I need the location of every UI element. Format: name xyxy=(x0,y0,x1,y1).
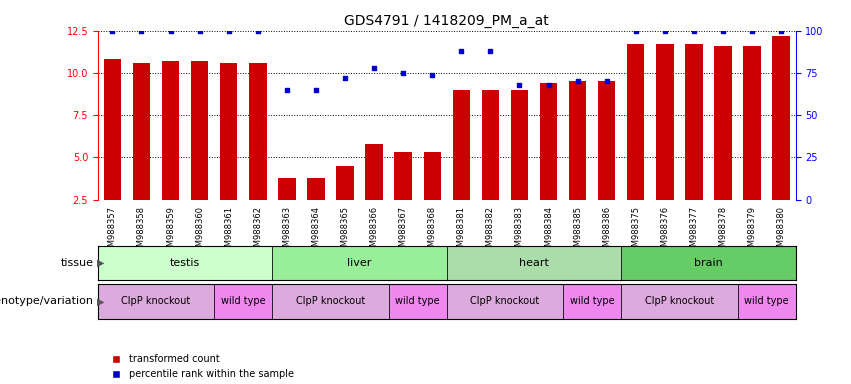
Bar xyxy=(365,144,383,200)
Point xyxy=(397,70,410,76)
Bar xyxy=(627,44,644,200)
Bar xyxy=(738,284,796,319)
Text: wild type: wild type xyxy=(745,296,789,306)
Title: GDS4791 / 1418209_PM_a_at: GDS4791 / 1418209_PM_a_at xyxy=(345,14,549,28)
Bar xyxy=(307,178,325,200)
Text: ▶: ▶ xyxy=(97,258,105,268)
Text: ClpP knockout: ClpP knockout xyxy=(122,296,191,306)
Bar xyxy=(272,284,389,319)
Point xyxy=(193,28,207,34)
Point xyxy=(745,28,759,34)
Bar xyxy=(191,61,208,200)
Bar xyxy=(214,284,272,319)
Bar xyxy=(272,246,447,280)
Bar xyxy=(511,90,528,200)
Bar xyxy=(482,90,499,200)
Bar xyxy=(744,46,761,200)
Point xyxy=(368,65,381,71)
Point xyxy=(658,28,671,34)
Point xyxy=(542,82,556,88)
Bar xyxy=(621,246,796,280)
Point xyxy=(426,71,439,78)
Point xyxy=(251,28,265,34)
Bar xyxy=(389,284,447,319)
Bar xyxy=(656,44,674,200)
Point xyxy=(600,78,614,84)
Point xyxy=(338,75,351,81)
Text: liver: liver xyxy=(347,258,372,268)
Bar xyxy=(685,44,703,200)
Point xyxy=(717,28,730,34)
Bar xyxy=(133,63,151,200)
Bar xyxy=(568,81,586,200)
Point xyxy=(163,28,177,34)
Point xyxy=(222,28,236,34)
Bar xyxy=(249,63,266,200)
Bar xyxy=(394,152,412,200)
Point xyxy=(629,28,643,34)
Bar xyxy=(563,284,621,319)
Text: wild type: wild type xyxy=(221,296,266,306)
Text: tissue: tissue xyxy=(60,258,94,268)
Text: genotype/variation: genotype/variation xyxy=(0,296,94,306)
Point xyxy=(571,78,585,84)
Bar xyxy=(773,36,790,200)
Point xyxy=(280,87,294,93)
Point xyxy=(106,28,119,34)
Point xyxy=(687,28,700,34)
Point xyxy=(454,48,468,54)
Bar xyxy=(98,284,214,319)
Text: ClpP knockout: ClpP knockout xyxy=(471,296,540,306)
Bar xyxy=(220,63,237,200)
Text: wild type: wild type xyxy=(396,296,440,306)
Text: ClpP knockout: ClpP knockout xyxy=(645,296,714,306)
Point xyxy=(774,28,788,34)
Bar xyxy=(598,81,615,200)
Point xyxy=(134,28,148,34)
Bar xyxy=(162,61,180,200)
Point xyxy=(309,87,323,93)
Bar xyxy=(424,152,441,200)
Point xyxy=(512,82,526,88)
Bar xyxy=(714,46,732,200)
Bar xyxy=(540,83,557,200)
Text: testis: testis xyxy=(170,258,200,268)
Bar xyxy=(278,178,295,200)
Text: wild type: wild type xyxy=(570,296,614,306)
Text: ClpP knockout: ClpP knockout xyxy=(296,296,365,306)
Bar xyxy=(98,246,272,280)
Bar xyxy=(447,284,563,319)
Legend: transformed count, percentile rank within the sample: transformed count, percentile rank withi… xyxy=(111,354,294,379)
Point xyxy=(483,48,497,54)
Bar xyxy=(104,60,121,200)
Bar xyxy=(621,284,738,319)
Text: heart: heart xyxy=(519,258,549,268)
Text: brain: brain xyxy=(694,258,722,268)
Bar xyxy=(336,166,354,200)
Text: ▶: ▶ xyxy=(97,296,105,306)
Bar xyxy=(447,246,621,280)
Bar xyxy=(453,90,470,200)
